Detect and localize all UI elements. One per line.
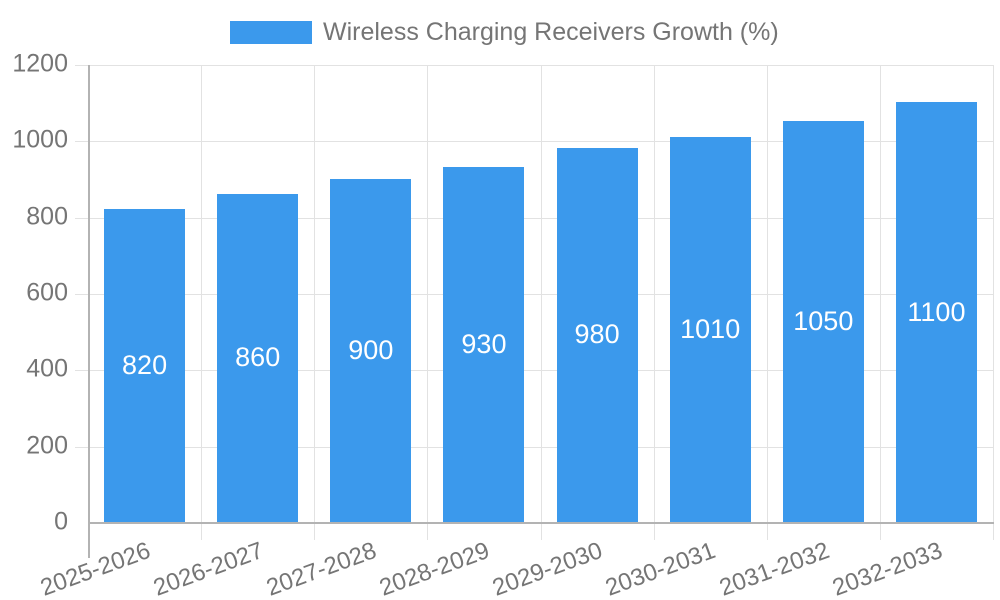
bar[interactable]: 1100 bbox=[895, 102, 977, 522]
x-gridline bbox=[766, 65, 768, 540]
y-gridline bbox=[75, 141, 993, 143]
y-axis-tick-label: 1000 bbox=[12, 125, 68, 154]
bar[interactable]: 1050 bbox=[782, 121, 864, 522]
y-axis-tick-label: 200 bbox=[26, 430, 68, 459]
x-axis-tick-label: 2027-2028 bbox=[262, 537, 381, 600]
legend-swatch bbox=[230, 20, 312, 44]
x-axis-tick-label: 2032-2033 bbox=[828, 537, 946, 600]
bar-value-label: 1010 bbox=[680, 313, 741, 344]
y-gridline bbox=[75, 446, 993, 448]
x-axis-tick-label: 2026-2027 bbox=[149, 537, 267, 600]
x-axis-line bbox=[88, 522, 994, 524]
x-gridline bbox=[879, 65, 881, 540]
y-gridline bbox=[75, 65, 993, 66]
bar-value-label: 980 bbox=[574, 319, 620, 350]
legend[interactable]: Wireless Charging Receivers Growth (%) bbox=[230, 18, 779, 46]
y-gridline bbox=[75, 370, 993, 372]
bar[interactable]: 980 bbox=[556, 147, 638, 522]
bar[interactable]: 820 bbox=[104, 209, 186, 522]
x-axis-tick-label: 2028-2029 bbox=[376, 537, 494, 600]
x-gridline bbox=[540, 65, 542, 540]
bar[interactable]: 900 bbox=[330, 178, 412, 522]
x-axis-tick-label: 2030-2031 bbox=[602, 537, 720, 600]
x-axis-tick-label: 2025-2026 bbox=[36, 537, 154, 600]
legend-label: Wireless Charging Receivers Growth (%) bbox=[323, 18, 779, 46]
bar-value-label: 1100 bbox=[907, 296, 966, 327]
y-axis-tick-label: 1200 bbox=[12, 49, 68, 78]
y-axis-tick-label: 600 bbox=[26, 278, 68, 307]
y-axis-tick-label: 0 bbox=[54, 507, 68, 536]
y-axis-tick-label: 400 bbox=[26, 354, 68, 383]
plot-area: 0 200 400 600 800 1000 1200 820 860 900 930 980 1010… bbox=[12, 49, 994, 600]
x-axis-tick-label: 2031-2032 bbox=[715, 537, 833, 600]
x-gridline bbox=[314, 65, 316, 540]
bar[interactable]: 1010 bbox=[669, 136, 751, 522]
y-axis-line bbox=[88, 65, 90, 558]
bar-value-label: 1050 bbox=[793, 306, 854, 337]
x-gridline bbox=[993, 65, 994, 540]
bar-value-label: 900 bbox=[348, 334, 394, 365]
y-axis-tick-label: 800 bbox=[26, 201, 68, 230]
x-gridline bbox=[653, 65, 655, 540]
x-axis-tick-label: 2029-2030 bbox=[489, 537, 607, 600]
y-gridline bbox=[75, 294, 993, 295]
bar[interactable]: 930 bbox=[443, 167, 525, 522]
x-gridline bbox=[201, 65, 203, 540]
y-gridline bbox=[75, 217, 993, 219]
bar-value-label: 820 bbox=[122, 350, 168, 381]
bar-value-label: 930 bbox=[461, 329, 507, 360]
bar-value-label: 860 bbox=[235, 342, 281, 373]
bar[interactable]: 860 bbox=[217, 193, 299, 522]
x-gridline bbox=[427, 65, 429, 540]
